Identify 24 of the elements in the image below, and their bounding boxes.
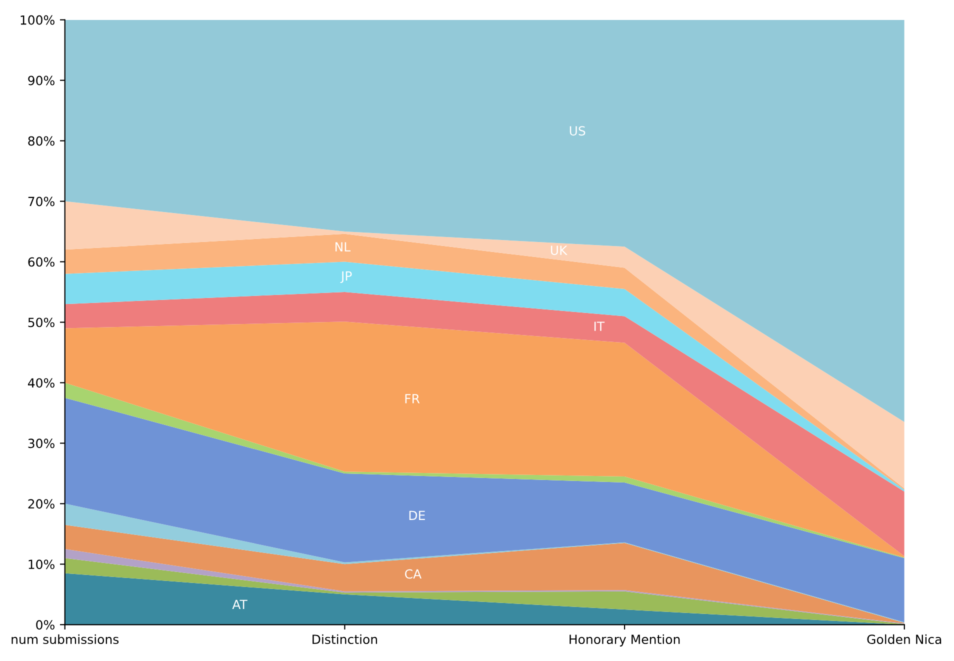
- x-tick-label: Distinction: [312, 634, 378, 644]
- series-label: AT: [232, 600, 248, 610]
- y-tick-label: 30%: [28, 438, 54, 448]
- y-tick-label: 90%: [28, 76, 54, 86]
- x-tick-label: num submissions: [12, 634, 119, 644]
- series-label: DE: [409, 510, 425, 520]
- y-tick-label: 80%: [28, 136, 54, 146]
- series-label: NL: [336, 242, 351, 252]
- series-label: IT: [594, 322, 605, 331]
- y-tick-label: 100%: [20, 15, 54, 25]
- x-tick-label: Golden Nica: [867, 634, 942, 644]
- x-tick-label: Honorary Mention: [570, 634, 680, 646]
- series-label: US: [570, 126, 586, 136]
- y-tick-label: 60%: [28, 257, 54, 267]
- series-label: JP: [340, 271, 352, 283]
- y-tick-label: 40%: [28, 378, 54, 388]
- y-tick-label: 0%: [36, 620, 54, 630]
- y-tick-label: 50%: [28, 318, 54, 328]
- y-tick-label: 70%: [28, 196, 54, 206]
- y-tick-label: 10%: [28, 560, 54, 570]
- series-label: UK: [550, 246, 568, 256]
- y-tick-label: 20%: [28, 499, 54, 509]
- series-label: CA: [405, 569, 422, 579]
- series-label: FR: [405, 394, 420, 404]
